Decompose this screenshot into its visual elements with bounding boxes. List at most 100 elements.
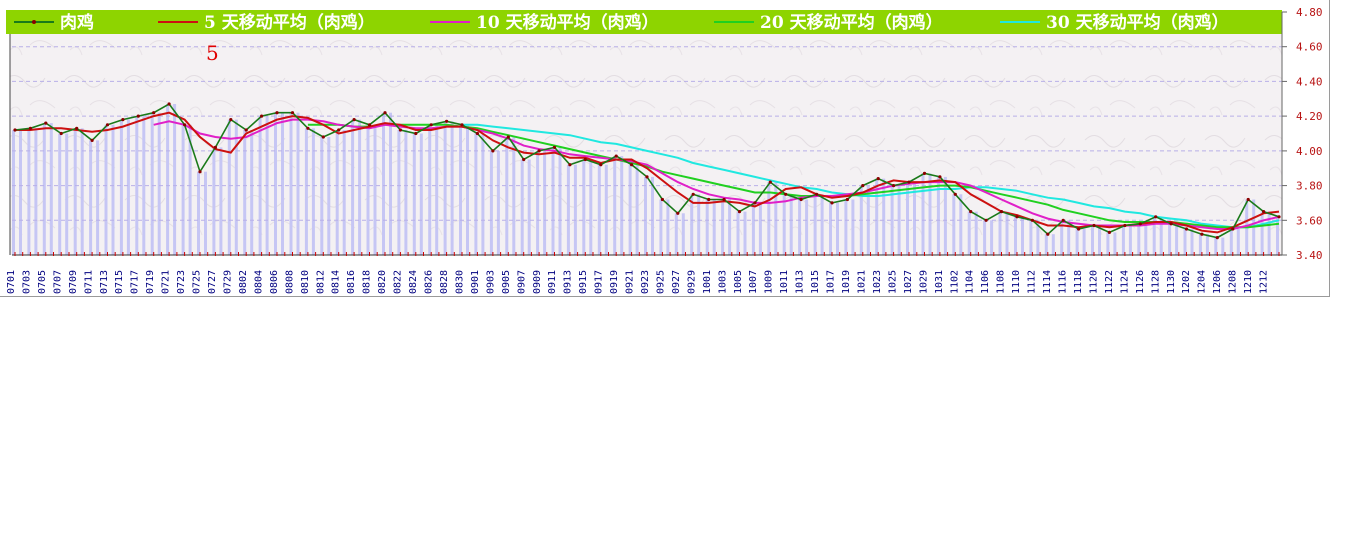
volume-bar (635, 164, 639, 255)
data-point (1107, 230, 1111, 234)
volume-bar (551, 147, 555, 255)
volume-bar (820, 194, 824, 256)
volume-bar (428, 124, 432, 255)
volume-bar (342, 130, 346, 255)
x-tick-label: 0802 (238, 270, 249, 294)
x-tick-label: 0701 (6, 270, 17, 294)
volume-bar (27, 128, 31, 255)
data-point (59, 131, 63, 136)
volume-bar (296, 112, 300, 255)
data-point (568, 163, 572, 167)
volume-bar (1221, 237, 1225, 255)
x-tick-label: 0727 (207, 270, 218, 294)
x-tick-label: 0705 (37, 270, 48, 294)
volume-bar (49, 123, 53, 255)
data-point (306, 126, 310, 130)
volume-bar (1014, 216, 1017, 255)
data-point (398, 128, 402, 132)
x-tick-label: 1019 (841, 270, 852, 294)
data-point (506, 135, 510, 139)
data-point (275, 111, 279, 115)
data-point (1077, 227, 1081, 231)
volume-bar (906, 182, 909, 255)
data-point (290, 111, 295, 115)
volume-bar (844, 199, 848, 255)
volume-bar (674, 213, 678, 255)
volume-bar (466, 124, 469, 255)
volume-bar (928, 173, 932, 255)
volume-bar (219, 147, 223, 255)
x-tick-label: 0929 (686, 270, 697, 294)
x-tick-label: 0721 (161, 270, 172, 294)
data-point (830, 201, 834, 205)
volume-bar (1137, 223, 1141, 255)
volume-bar (913, 182, 916, 255)
x-tick-label: 1015 (810, 270, 821, 294)
data-point (938, 175, 942, 179)
x-tick-label: 0822 (393, 270, 404, 294)
data-point (984, 218, 988, 222)
data-point (1215, 236, 1219, 240)
volume-bar (119, 119, 123, 255)
volume-bar (1152, 216, 1156, 255)
x-tick-label: 0719 (145, 270, 156, 294)
x-tick-label: 1007 (748, 270, 759, 294)
volume-bar (959, 194, 963, 256)
volume-bar (721, 199, 725, 255)
volume-bar (397, 130, 401, 255)
volume-bar (628, 164, 632, 255)
volume-bar (1021, 216, 1024, 255)
volume-bar (1051, 234, 1055, 255)
x-tick-label: 1120 (1088, 270, 1099, 294)
volume-bar (42, 123, 46, 255)
volume-bar (613, 156, 617, 255)
x-tick-label: 0907 (516, 270, 527, 294)
volume-bar (604, 164, 608, 255)
x-tick-label: 0828 (439, 270, 450, 294)
volume-bar (382, 112, 385, 255)
volume-bar (1236, 229, 1240, 255)
volume-bar (1229, 229, 1233, 255)
volume-bar (474, 133, 478, 255)
x-tick-label: 0810 (300, 270, 311, 294)
x-tick-label: 0711 (83, 270, 94, 294)
data-point (1092, 223, 1096, 228)
x-tick-label: 0723 (176, 270, 187, 294)
volume-bar (204, 171, 207, 255)
volume-bar (882, 178, 886, 255)
markers-layer (13, 102, 1281, 240)
y-tick-label: 3.80 (1296, 180, 1323, 193)
legend-label: 5 天移动平均（肉鸡） (204, 12, 375, 33)
volume-bar (166, 104, 170, 255)
volume-bar (188, 124, 192, 255)
volume-bar (435, 124, 439, 255)
volume-bar (798, 199, 802, 255)
data-point (1015, 215, 1019, 219)
data-point (1154, 215, 1158, 219)
x-tick-label: 0927 (671, 270, 682, 294)
volume-bar (212, 147, 216, 255)
x-tick-label: 0913 (563, 270, 574, 294)
y-tick-label: 4.80 (1296, 6, 1323, 19)
x-tick-label: 0919 (609, 270, 620, 294)
volume-bar (875, 178, 879, 255)
data-point (614, 154, 618, 158)
volume-bar (1106, 232, 1110, 255)
volume-bar (573, 164, 577, 255)
x-tick-label: 1126 (1135, 270, 1146, 294)
data-point (152, 111, 156, 115)
x-tick-label: 0917 (594, 270, 605, 294)
volume-bar (967, 211, 971, 255)
volume-bar (1183, 229, 1187, 255)
volume-bar (758, 202, 762, 255)
legend-bar (6, 10, 1282, 34)
volume-bar (767, 182, 771, 255)
series-line (462, 123, 1280, 229)
volume-bar (505, 137, 509, 255)
volume-bar (173, 104, 177, 255)
x-tick-label: 1208 (1228, 270, 1239, 294)
volume-bar (19, 130, 22, 255)
x-tick-label: 1102 (949, 270, 960, 294)
volume-bar (921, 173, 925, 255)
x-tick-label: 0830 (454, 270, 465, 294)
